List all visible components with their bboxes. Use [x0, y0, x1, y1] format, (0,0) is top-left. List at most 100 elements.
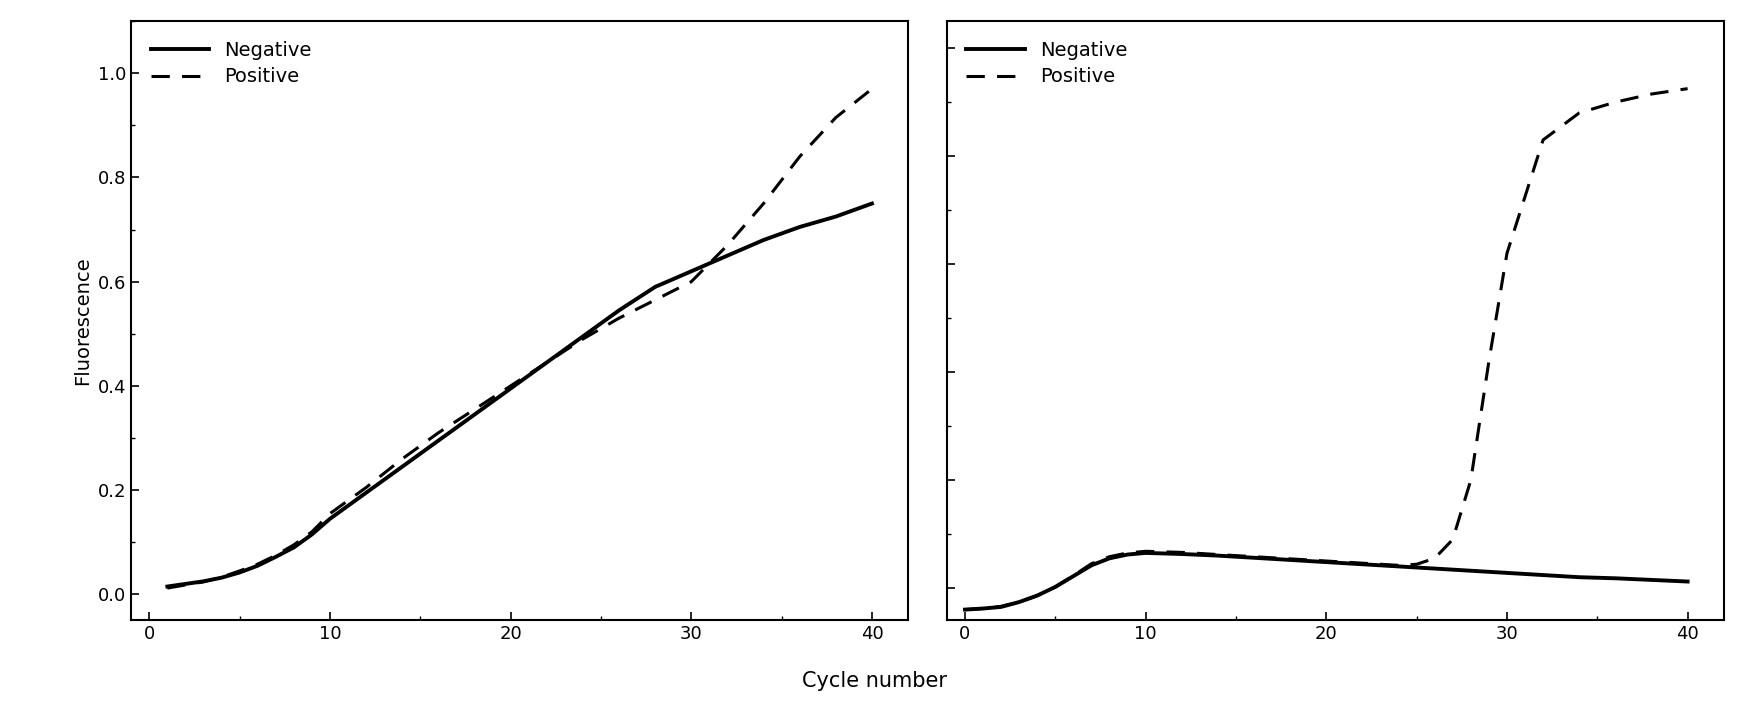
Negative [1676, 577, 1698, 586]
Positive [609, 314, 630, 322]
Positive [1605, 98, 1626, 106]
Positive [1460, 476, 1480, 484]
Negative [536, 358, 556, 367]
Line: Negative: Negative [168, 204, 872, 587]
Positive [718, 241, 738, 250]
Y-axis label: Fluorescence: Fluorescence [74, 257, 93, 385]
Negative [1568, 573, 1589, 582]
Negative [718, 252, 738, 260]
Negative [192, 577, 214, 586]
Negative [1316, 558, 1337, 566]
Negative [1388, 562, 1409, 570]
Negative [973, 604, 994, 613]
Negative [320, 515, 341, 523]
Line: Positive: Positive [168, 89, 872, 588]
Positive [1027, 591, 1048, 600]
Negative [175, 580, 196, 588]
Positive [644, 295, 665, 304]
Positive [1533, 135, 1554, 144]
Positive [1082, 560, 1102, 568]
Legend: Negative, Positive: Negative, Positive [957, 31, 1138, 96]
Negative [1008, 598, 1029, 606]
Positive [681, 278, 702, 286]
Positive [355, 484, 376, 492]
Negative [1062, 572, 1083, 580]
Negative [284, 544, 304, 552]
Negative [355, 489, 376, 497]
Negative [826, 212, 847, 221]
Negative [1496, 569, 1517, 577]
Negative [229, 568, 250, 577]
Negative [1082, 561, 1102, 570]
Negative [427, 436, 448, 445]
Positive [1407, 560, 1428, 568]
Positive [826, 114, 847, 122]
Positive [990, 602, 1011, 611]
Negative [644, 283, 665, 291]
Positive [1008, 598, 1029, 606]
Legend: Negative, Positive: Negative, Positive [142, 31, 322, 96]
Positive [572, 335, 593, 343]
Negative [1424, 564, 1446, 572]
Negative [1533, 571, 1554, 580]
Negative [1171, 550, 1192, 558]
Positive [1062, 571, 1083, 580]
Positive [158, 584, 178, 592]
Negative [681, 267, 702, 276]
Positive [464, 405, 485, 414]
Negative [1045, 583, 1066, 591]
Negative [752, 235, 774, 244]
Negative [1116, 551, 1138, 559]
Positive [1642, 90, 1662, 98]
Positive [1208, 551, 1228, 559]
Negative [1136, 548, 1157, 557]
Negative [212, 573, 233, 582]
Positive [954, 606, 975, 614]
Negative [1279, 556, 1300, 564]
Line: Negative: Negative [964, 553, 1687, 610]
Positive [1388, 561, 1409, 570]
Negative [954, 606, 975, 614]
Negative [861, 200, 882, 208]
Positive [500, 381, 522, 390]
Positive [284, 541, 304, 549]
Negative [1027, 591, 1048, 600]
Positive [301, 527, 322, 536]
Positive [1116, 548, 1138, 557]
Positive [229, 567, 250, 575]
Positive [1316, 557, 1337, 565]
Negative [301, 530, 322, 539]
Negative [158, 582, 178, 591]
Negative [247, 561, 268, 570]
Positive [536, 358, 556, 367]
Negative [464, 410, 485, 419]
Positive [320, 509, 341, 517]
Positive [1279, 555, 1300, 563]
Text: Cycle number: Cycle number [803, 671, 947, 691]
Positive [247, 560, 268, 568]
Positive [427, 429, 448, 437]
Positive [266, 551, 287, 560]
Negative [1642, 576, 1662, 584]
Positive [1136, 547, 1157, 556]
Negative [500, 384, 522, 393]
Positive [1171, 548, 1192, 557]
Positive [1424, 554, 1446, 563]
Negative [266, 553, 287, 561]
Positive [752, 200, 774, 208]
Negative [572, 332, 593, 341]
Negative [1460, 567, 1480, 575]
Positive [861, 85, 882, 93]
Negative [1208, 551, 1228, 560]
Positive [1568, 109, 1589, 117]
Positive [392, 455, 413, 463]
Negative [1353, 560, 1374, 568]
Negative [1605, 574, 1626, 582]
Positive [1099, 553, 1120, 561]
Negative [392, 462, 413, 471]
Positive [1496, 249, 1517, 257]
Positive [192, 577, 214, 586]
Positive [1442, 535, 1463, 544]
Negative [789, 223, 810, 231]
Positive [973, 604, 994, 613]
